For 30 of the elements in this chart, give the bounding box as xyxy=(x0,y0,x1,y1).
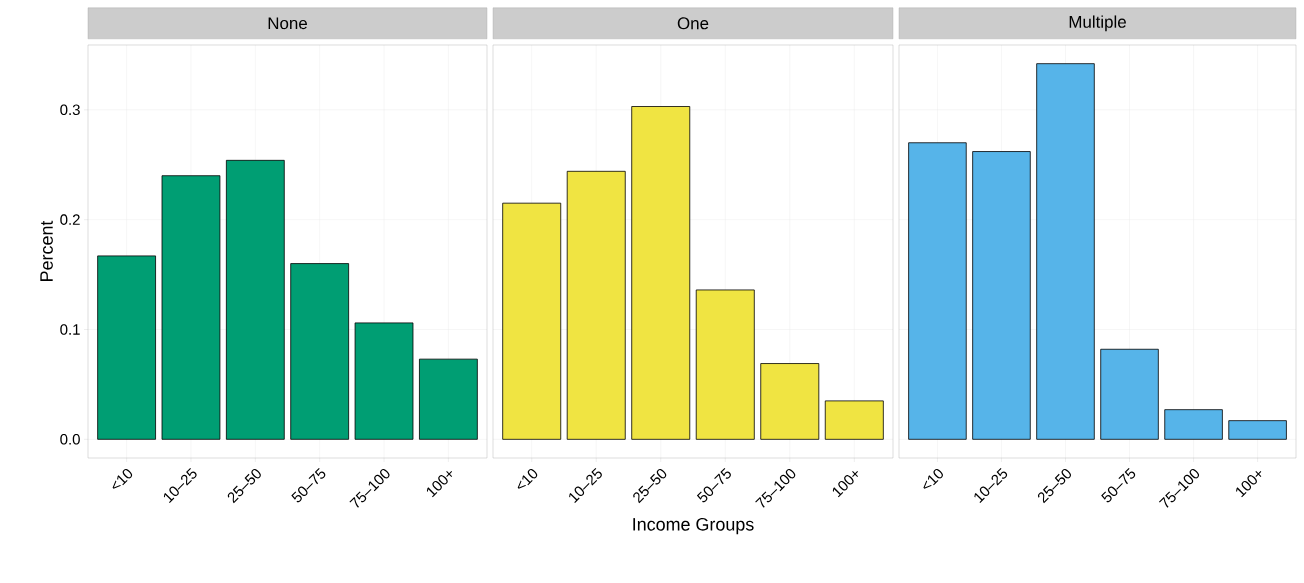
x-tick-label: <10 xyxy=(517,468,538,489)
bar xyxy=(502,202,562,440)
bar xyxy=(225,159,285,440)
chart-title: One xyxy=(677,17,709,30)
bar xyxy=(631,106,691,440)
bar xyxy=(354,322,414,440)
bar xyxy=(161,175,221,440)
bar xyxy=(1100,348,1159,440)
bar xyxy=(972,151,1031,440)
bar xyxy=(695,289,755,440)
y-axis-title: Percent xyxy=(40,220,53,281)
y-tick-label: 0.2 xyxy=(60,214,80,225)
bar xyxy=(1164,409,1223,440)
bar xyxy=(97,255,156,440)
bar xyxy=(908,142,967,440)
bar xyxy=(824,400,884,440)
bar xyxy=(1036,63,1095,440)
bar xyxy=(760,363,820,440)
bar xyxy=(1228,420,1287,440)
y-tick-label: 0.3 xyxy=(60,104,80,116)
bar xyxy=(566,170,626,440)
x-tick-label: <10 xyxy=(112,468,133,489)
chart-title: None xyxy=(268,17,307,30)
x-axis-title: Income Groups xyxy=(633,517,754,535)
bar xyxy=(419,358,478,440)
x-tick-label: <10 xyxy=(923,468,943,489)
y-tick-label: 0.1 xyxy=(60,324,80,335)
y-tick-label: 0.0 xyxy=(60,434,80,445)
chart-title: Multiple xyxy=(1069,15,1126,32)
bar xyxy=(290,263,350,440)
